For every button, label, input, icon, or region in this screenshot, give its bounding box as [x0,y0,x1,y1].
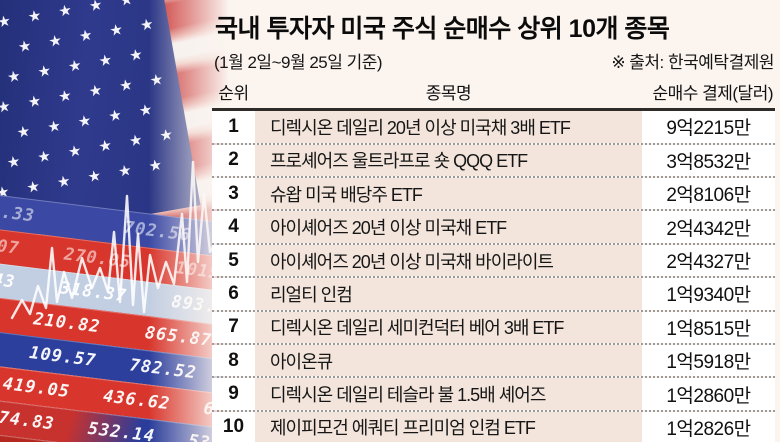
date-range: (1월 2일~9월 25일 기준) [214,53,383,73]
net-buy-value-cell: 1억9340만 [642,278,775,310]
rank-cell: 9 [212,378,255,410]
col-header-name: 종목명 [425,84,472,104]
col-header-value: 순매수 결제(달러) [652,84,773,104]
rank-cell: 8 [212,344,255,377]
net-buy-value-cell: 1억5918만 [642,344,775,377]
table-row: 4 아이셰어즈 20년 이상 미국채 ETF 2억4342만 [212,211,775,245]
subtitle-row: (1월 2일~9월 25일 기준) ※ 출처: 한국예탁결제원 [214,48,775,73]
table-row: 8 아이온큐 1억5918만 [212,344,775,379]
source-note: ※ 출처: 한국예탁결제원 [611,53,774,73]
stock-name-cell: 디렉시온 데일리 20년 이상 미국채 3배 ETF [255,111,642,143]
table-row: 2 프로셰어즈 울트라프로 숏 QQQ ETF 3억8532만 [212,144,775,179]
net-buy-value-cell: 2억4327만 [642,244,775,277]
table-row: 5 아이셰어즈 20년 이상 미국채 바이라이트 2억4327만 [212,244,775,279]
table-body: 1 디렉시온 데일리 20년 이상 미국채 3배 ETF 9억2215만 2 프로셰어즈… [212,111,775,442]
table-header: 순위 종목명 순매수 결제(달러) [212,82,775,112]
flag-ticker-photo: ★★★★★★★★★★★★★★★★★★★★★★★★★★★★★★★★★★★★★★★★… [0,0,236,442]
stock-name-cell: 디렉시온 데일리 세미컨덕터 베어 3배 ETF [255,311,642,343]
net-buy-value-cell: 1억8515만 [642,311,775,343]
rank-cell: 7 [212,311,255,343]
stock-name-cell: 슈왑 미국 배당주 ETF [255,178,642,210]
rank-cell: 10 [212,411,255,442]
photo-fade-overlay [0,0,236,442]
table-row: 9 디렉시온 데일리 테슬라 불 1.5배 셰어즈 1억2860만 [212,378,775,412]
table-row: 7 디렉시온 데일리 세미컨덕터 베어 3배 ETF 1억8515만 [212,311,775,345]
stock-name-cell: 프로셰어즈 울트라프로 숏 QQQ ETF [255,144,642,177]
stock-name-cell: 제이피모건 에쿼티 프리미엄 인컴 ETF [255,411,642,442]
rank-cell: 4 [212,211,255,243]
table-row: 6 리얼티 인컴 1억9340만 [212,278,775,312]
rank-cell: 1 [212,111,255,143]
stock-name-cell: 아이온큐 [255,344,642,377]
net-buy-value-cell: 1억2860만 [642,378,775,410]
table-row: 1 디렉시온 데일리 20년 이상 미국채 3배 ETF 9억2215만 [212,111,775,145]
net-buy-value-cell: 2억4342만 [642,211,775,243]
stock-name-cell: 아이셰어즈 20년 이상 미국채 바이라이트 [255,244,642,277]
net-buy-value-cell: 9억2215만 [642,111,775,143]
page-title: 국내 투자자 미국 주식 순매수 상위 10개 종목 [215,15,670,43]
table-row: 10 제이피모건 에쿼티 프리미엄 인컴 ETF 1억2826만 [212,411,775,442]
net-buy-value-cell: 3억8532만 [642,144,775,177]
table-row: 3 슈왑 미국 배당주 ETF 2억8106만 [212,178,775,212]
col-header-rank: 순위 [218,84,249,104]
rank-cell: 5 [212,244,255,277]
rank-cell: 6 [212,278,255,310]
net-buy-value-cell: 1억2826만 [642,411,775,442]
content-panel: 국내 투자자 미국 주식 순매수 상위 10개 종목 (1월 2일~9월 25일… [212,0,775,442]
net-buy-value-cell: 2억8106만 [642,178,775,210]
stock-name-cell: 리얼티 인컴 [255,278,642,310]
stock-name-cell: 아이셰어즈 20년 이상 미국채 ETF [255,211,642,243]
rank-cell: 3 [212,178,255,210]
rank-cell: 2 [212,144,255,177]
stock-name-cell: 디렉시온 데일리 테슬라 불 1.5배 셰어즈 [255,378,642,410]
